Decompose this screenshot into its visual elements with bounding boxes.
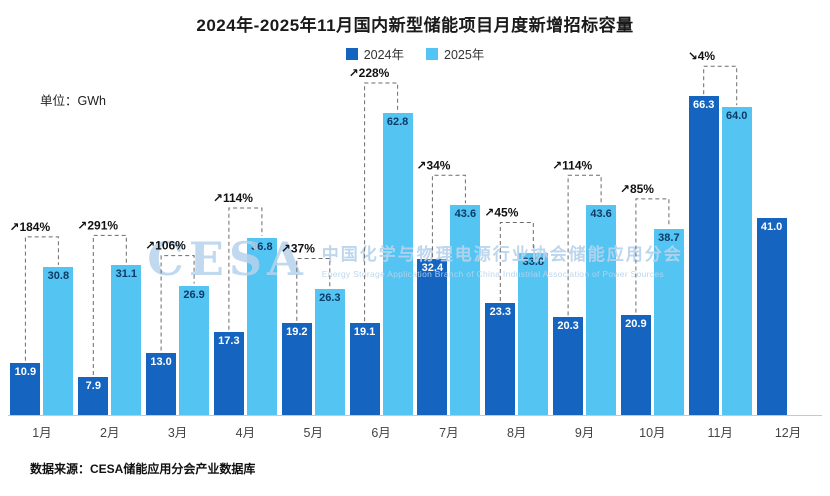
bar-2025年-5月: 26.3: [314, 288, 345, 415]
bar-value-label: 23.3: [489, 306, 511, 318]
bar-value-label: 20.3: [557, 320, 579, 333]
bar-2024年-2月: 7.9: [78, 377, 109, 415]
bar-2025年-11月: 64.0: [721, 107, 752, 415]
legend-swatch-2024: [345, 47, 358, 60]
bar-chart: 10.9 30.8 7.9 31.1 13.0 26.9 17.3 36.8 19.2 26.3 1…: [8, 49, 822, 416]
bar-2024年-4月: 17.3: [213, 331, 244, 415]
bar-value-label: 33.8: [522, 255, 544, 268]
x-axis-label: 1月: [32, 426, 52, 440]
bar-value-label: 38.7: [658, 231, 680, 244]
bar-value-label: 10.9: [14, 365, 37, 378]
bar-value-label: 26.3: [319, 291, 341, 304]
bar-value-label: 19.2: [286, 325, 308, 338]
bar-2025年-7月: 43.6: [450, 205, 481, 415]
x-axis: 1月 2月 3月 4月 5月 6月 7月 8月 9月 10月 11月 12月: [8, 422, 822, 441]
x-axis-label: 11月: [707, 426, 733, 440]
bar-2024年-1月: 10.9: [10, 362, 41, 415]
bar-value-label: 62.8: [386, 116, 409, 128]
bar-value-label: 20.9: [625, 317, 647, 330]
legend-item-2025: 2025年: [426, 44, 484, 63]
x-axis-label: 2月: [100, 426, 120, 440]
legend: 2024年 2025年: [0, 44, 830, 63]
bar-2025年-4月: 36.8: [246, 238, 277, 415]
bar-2025年-3月: 26.9: [179, 285, 210, 415]
legend-item-2024: 2024年: [345, 44, 404, 63]
bar-value-label: 7.9: [85, 380, 101, 392]
bar-2025年-9月: 43.6: [586, 205, 617, 415]
x-axis-label: 4月: [235, 426, 256, 440]
x-axis-label: 5月: [303, 426, 323, 440]
bar-2024年-11月: 66.3: [688, 96, 719, 415]
bar-2024年-3月: 13.0: [146, 352, 177, 415]
bar-value-label: 64.0: [725, 110, 748, 123]
bar-2024年-6月: 19.1: [349, 323, 380, 415]
bar-value-label: 41.0: [760, 220, 783, 233]
x-axis-label: 3月: [167, 426, 188, 440]
legend-label-2025: 2025年: [444, 48, 485, 62]
bar-2025年-2月: 31.1: [111, 265, 142, 415]
bar-value-label: 43.6: [454, 208, 477, 221]
bar-2024年-5月: 19.2: [281, 322, 312, 415]
bar-value-label: 31.1: [115, 268, 137, 281]
bar-2024年-7月: 32.4: [417, 259, 448, 415]
source-label: 数据来源：CESA储能应用分会产业数据库: [30, 462, 256, 476]
bar-value-label: 32.4: [421, 262, 444, 275]
bar-2025年-8月: 33.8: [518, 252, 549, 415]
bars-layer: 10.9 30.8 7.9 31.1 13.0 26.9 17.3 36.8 19.2 26.3 1…: [8, 88, 822, 415]
x-axis-label: 7月: [439, 426, 459, 440]
bar-2025年-10月: 38.7: [653, 228, 684, 415]
bar-2025年-1月: 30.8: [43, 266, 74, 415]
bar-value-label: 17.3: [218, 334, 240, 347]
bar-value-label: 19.1: [353, 326, 376, 339]
bar-2024年-12月: 41.0: [756, 217, 787, 415]
legend-label-2024: 2024年: [363, 48, 404, 62]
bar-value-label: 30.8: [47, 269, 70, 282]
bar-2025年-6月: 62.8: [382, 113, 413, 415]
bar-value-label: 66.3: [692, 99, 715, 112]
chart-title: 2024年-2025年11月国内新型储能项目月度新增招标容量: [196, 16, 634, 35]
bar-value-label: 36.8: [251, 241, 273, 253]
x-axis-label: 9月: [574, 426, 595, 440]
growth-percent-label: ↗228%: [349, 66, 390, 80]
x-axis-label: 12月: [774, 426, 802, 440]
bar-2024年-10月: 20.9: [620, 314, 651, 415]
legend-swatch-2025: [426, 47, 438, 60]
x-axis-label: 10月: [639, 426, 666, 440]
unit-label: 单位：GWh: [40, 94, 106, 108]
bar-2024年-9月: 20.3: [553, 317, 584, 415]
bar-value-label: 13.0: [150, 355, 172, 368]
x-axis-label: 8月: [506, 426, 527, 440]
bar-value-label: 43.6: [590, 208, 612, 221]
bar-2024年-8月: 23.3: [485, 303, 516, 415]
x-axis-label: 6月: [371, 426, 391, 440]
bar-value-label: 26.9: [183, 288, 205, 301]
